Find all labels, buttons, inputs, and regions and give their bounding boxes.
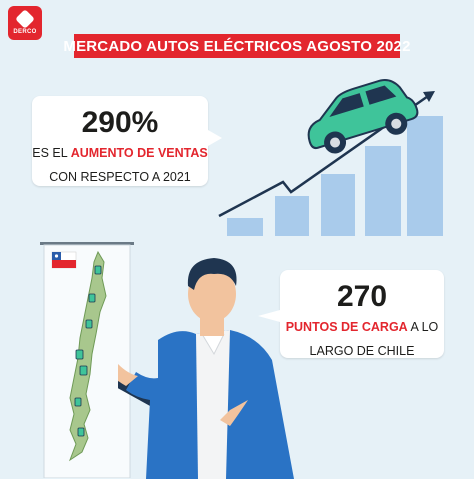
sales-line-2: CON RESPECTO A 2021 [49, 169, 191, 184]
growth-bar [321, 174, 355, 236]
car-icon [307, 79, 419, 154]
growth-illustration [218, 79, 443, 236]
logo-text: DERCO [13, 28, 37, 35]
chile-flag-icon [51, 251, 77, 269]
charging-points-callout: 270 PUNTOS DE CARGA A LO LARGO DE CHILE [258, 270, 444, 358]
derco-logo: DERCO [8, 6, 42, 40]
charging-points-value: 270 [336, 280, 388, 313]
charging-station-icon [74, 265, 102, 437]
charging-line-suffix: A LO [407, 320, 439, 334]
growth-bar [365, 146, 401, 236]
sales-line-prefix: ES EL [32, 146, 71, 160]
growth-bar [275, 196, 309, 236]
growth-bar [407, 116, 443, 236]
map-board [40, 242, 134, 478]
charging-line-2: LARGO DE CHILE [309, 343, 415, 358]
charging-line-highlight: PUNTOS DE CARGA [285, 320, 408, 334]
sales-line-highlight: AUMENTO DE VENTAS [70, 146, 208, 160]
page-title: MERCADO AUTOS ELÉCTRICOS AGOSTO 2022 [63, 34, 410, 58]
logo-mark-icon [15, 8, 35, 29]
sales-increase-callout: 290% ES EL AUMENTO DE VENTAS CON RESPECT… [32, 96, 222, 186]
sales-increase-value: 290% [81, 106, 159, 139]
chile-map [68, 250, 107, 462]
growth-arrow-icon [218, 92, 432, 218]
growth-bar [227, 218, 263, 236]
presenter-illustration [118, 258, 294, 479]
